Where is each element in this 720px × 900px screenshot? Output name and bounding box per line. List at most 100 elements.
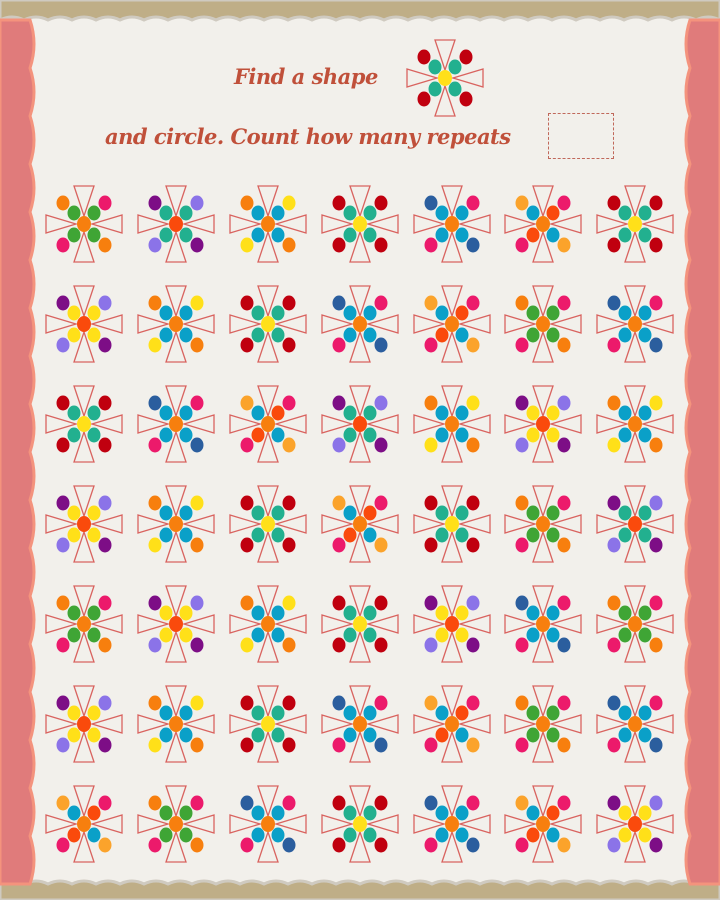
petal-triangle <box>137 214 171 234</box>
grid-shape[interactable] <box>504 185 582 263</box>
inner-dot <box>179 627 193 643</box>
outer-dot <box>190 337 204 353</box>
center-dot <box>353 716 367 732</box>
petal-triangle <box>181 614 215 634</box>
grid-shape[interactable] <box>596 685 674 763</box>
petal-triangle <box>89 214 123 234</box>
petal-triangle <box>73 329 95 363</box>
outer-dot <box>190 637 204 653</box>
grid-shape[interactable] <box>45 585 123 663</box>
grid-shape[interactable] <box>45 285 123 363</box>
grid-shape[interactable] <box>45 385 123 463</box>
grid-shape[interactable] <box>137 585 215 663</box>
grid-shape[interactable] <box>229 585 307 663</box>
grid-shape[interactable] <box>596 485 674 563</box>
inner-dot <box>435 827 449 843</box>
grid-shape[interactable] <box>504 685 582 763</box>
grid-shape[interactable] <box>504 385 582 463</box>
outer-dot <box>466 337 480 353</box>
outer-dot <box>332 395 346 411</box>
outer-dot <box>649 737 663 753</box>
grid-shape[interactable] <box>321 585 399 663</box>
grid-shape[interactable] <box>137 485 215 563</box>
petal-triangle <box>441 185 463 219</box>
petal-triangle <box>45 314 79 334</box>
outer-dot <box>190 837 204 853</box>
outer-dot <box>424 837 438 853</box>
outer-dot <box>282 195 296 211</box>
petal-triangle <box>504 614 538 634</box>
grid-shape[interactable] <box>229 785 307 863</box>
outer-dot <box>424 637 438 653</box>
grid-shape[interactable] <box>413 385 491 463</box>
center-dot <box>445 516 459 532</box>
grid-shape[interactable] <box>596 385 674 463</box>
grid-shape[interactable] <box>137 185 215 263</box>
inner-dot <box>67 305 81 321</box>
grid-shape[interactable] <box>596 185 674 263</box>
outer-dot <box>240 195 254 211</box>
grid-shape[interactable] <box>45 185 123 263</box>
grid-shape[interactable] <box>596 585 674 663</box>
grid-shape[interactable] <box>321 485 399 563</box>
grid-shape[interactable] <box>229 485 307 563</box>
petal-triangle <box>165 829 187 863</box>
petal-triangle <box>45 814 79 834</box>
grid-shape[interactable] <box>45 685 123 763</box>
grid-shape[interactable] <box>321 285 399 363</box>
grid-shape[interactable] <box>45 485 123 563</box>
grid-shape[interactable] <box>137 785 215 863</box>
inner-dot <box>179 805 193 821</box>
grid-shape[interactable] <box>229 285 307 363</box>
grid-shape[interactable] <box>413 785 491 863</box>
outer-dot <box>282 795 296 811</box>
grid-shape[interactable] <box>413 485 491 563</box>
grid-shape[interactable] <box>229 385 307 463</box>
petal-triangle <box>349 285 371 319</box>
outer-dot <box>515 337 529 353</box>
grid-shape[interactable] <box>321 785 399 863</box>
center-dot <box>438 70 452 86</box>
outer-dot <box>148 737 162 753</box>
petal-triangle <box>165 729 187 763</box>
grid-shape[interactable] <box>413 685 491 763</box>
inner-dot <box>179 505 193 521</box>
petal-triangle <box>365 714 399 734</box>
grid-shape[interactable] <box>596 785 674 863</box>
grid-shape[interactable] <box>321 385 399 463</box>
inner-dot <box>638 427 652 443</box>
outer-dot <box>515 295 529 311</box>
grid-shape[interactable] <box>137 285 215 363</box>
inner-dot <box>526 827 540 843</box>
grid-shape[interactable] <box>413 285 491 363</box>
inner-dot <box>618 305 632 321</box>
grid-shape[interactable] <box>137 385 215 463</box>
grid-shape[interactable] <box>413 585 491 663</box>
grid-shape[interactable] <box>137 685 215 763</box>
inner-dot <box>435 405 449 421</box>
grid-shape[interactable] <box>596 285 674 363</box>
petal-triangle <box>504 714 538 734</box>
petal-triangle <box>89 714 123 734</box>
grid-shape[interactable] <box>504 485 582 563</box>
grid-shape[interactable] <box>229 185 307 263</box>
petal-triangle <box>640 514 674 534</box>
grid-shape[interactable] <box>229 685 307 763</box>
grid-shape[interactable] <box>504 285 582 363</box>
outer-dot <box>148 537 162 553</box>
grid-shape[interactable] <box>504 785 582 863</box>
grid-shape[interactable] <box>321 185 399 263</box>
grid-shape[interactable] <box>45 785 123 863</box>
petal-triangle <box>548 214 582 234</box>
inner-dot <box>363 527 377 543</box>
outer-dot <box>649 837 663 853</box>
inner-dot <box>67 827 81 843</box>
grid-shape[interactable] <box>321 685 399 763</box>
outer-dot <box>332 737 346 753</box>
answer-box[interactable] <box>548 113 614 159</box>
grid-shape[interactable] <box>504 585 582 663</box>
inner-dot <box>618 505 632 521</box>
grid-shape[interactable] <box>413 185 491 263</box>
inner-dot <box>87 805 101 821</box>
outer-dot <box>148 195 162 211</box>
